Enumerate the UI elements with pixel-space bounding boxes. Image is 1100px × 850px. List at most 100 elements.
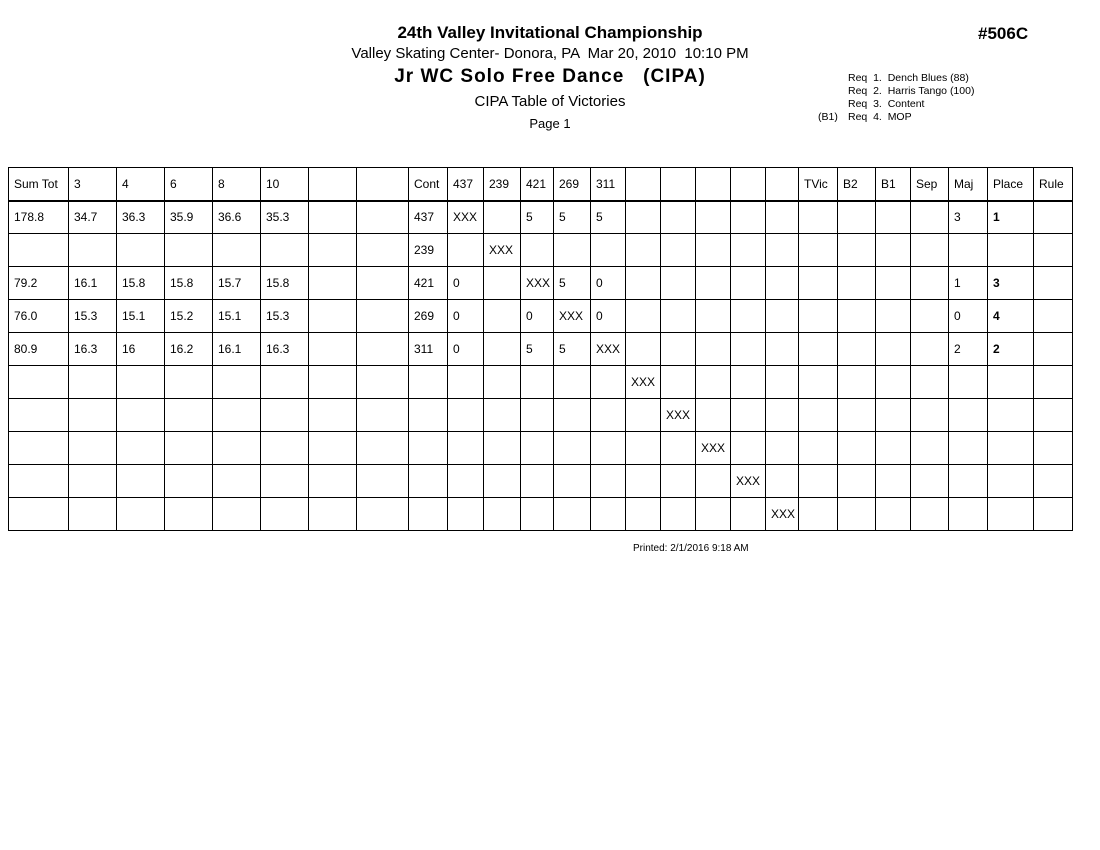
table-cell [910,266,949,300]
column-header: Rule [1033,167,1073,202]
table-cell [590,431,626,465]
table-cell [837,497,876,531]
table-cell: XXX [590,332,626,366]
column-header [308,167,357,202]
table-cell: 269 [408,299,448,333]
column-header [660,167,696,202]
table-cell: 0 [590,299,626,333]
table-cell [164,431,213,465]
table-cell [910,464,949,498]
table-cell [164,464,213,498]
table-cell: 5 [520,332,554,366]
table-cell [116,431,165,465]
column-header: 3 [68,167,117,202]
table-cell [798,365,838,399]
requirement-line: Req 3. Content [818,98,974,111]
table-cell: 239 [408,233,448,267]
table-cell [765,200,799,234]
table-cell [260,464,309,498]
table-cell: 3 [948,200,988,234]
table-cell [1033,332,1073,366]
table-cell: 2 [987,332,1034,366]
column-header: Maj [948,167,988,202]
table-cell [553,398,591,432]
table-cell [260,398,309,432]
table-cell [520,398,554,432]
table-cell: XXX [553,299,591,333]
table-cell [987,365,1034,399]
table-cell [408,365,448,399]
table-cell [590,398,626,432]
table-cell [765,332,799,366]
table-cell [765,398,799,432]
table-cell: XXX [483,233,521,267]
table-cell [1033,431,1073,465]
table-cell [1033,299,1073,333]
table-cell [308,398,357,432]
table-cell [308,233,357,267]
table-header-row: Sum Tot 3 4 6 8 10 Cont 437 239 421 269 311 TVic B2 B1… [8,167,1073,202]
table-cell [910,365,949,399]
table-cell [68,365,117,399]
table-cell: 15.8 [116,266,165,300]
table-cell: 16 [116,332,165,366]
table-cell: 16.1 [68,266,117,300]
requirement-text: Req 2. Harris Tango (100) [848,85,975,97]
table-cell [68,497,117,531]
table-cell: XXX [695,431,731,465]
table-cell: 16.3 [260,332,309,366]
table-cell [483,497,521,531]
table-cell [356,464,409,498]
table-cell: 16.1 [212,332,261,366]
table-cell [695,497,731,531]
table-cell [987,464,1034,498]
table-cell [1033,398,1073,432]
table-cell [356,431,409,465]
table-cell [308,431,357,465]
column-header: Sum Tot [8,167,69,202]
table-row: XXX [8,464,1073,498]
table-cell [447,464,484,498]
column-header: B1 [875,167,911,202]
table-cell: 0 [447,299,484,333]
table-cell: 0 [447,332,484,366]
table-cell [1033,365,1073,399]
table-cell [260,233,309,267]
table-cell [875,497,911,531]
table-cell [798,431,838,465]
table-cell [730,398,766,432]
table-cell [68,464,117,498]
requirement-prefix [818,72,848,85]
table-cell [798,464,838,498]
table-cell [590,464,626,498]
table-cell [356,398,409,432]
table-cell: 35.3 [260,200,309,234]
table-cell [987,497,1034,531]
table-cell [520,365,554,399]
requirement-prefix [818,85,848,98]
table-cell [590,365,626,399]
table-cell [798,299,838,333]
table-cell [730,266,766,300]
table-cell [212,497,261,531]
table-cell [948,497,988,531]
table-cell [520,431,554,465]
table-cell: 15.2 [164,299,213,333]
column-header: 10 [260,167,309,202]
table-cell [837,233,876,267]
column-header: TVic [798,167,838,202]
table-cell [837,266,876,300]
table-cell [520,464,554,498]
requirement-line: Req 1. Dench Blues (88) [818,72,974,85]
column-header: Cont [408,167,448,202]
table-cell: 15.1 [212,299,261,333]
table-cell [625,233,661,267]
table-cell [1033,200,1073,234]
table-cell [987,233,1034,267]
table-title: CIPA Table of Victories [474,93,626,110]
table-cell [308,200,357,234]
table-cell [798,200,838,234]
table-cell [765,233,799,267]
table-cell [910,497,949,531]
table-cell [212,464,261,498]
